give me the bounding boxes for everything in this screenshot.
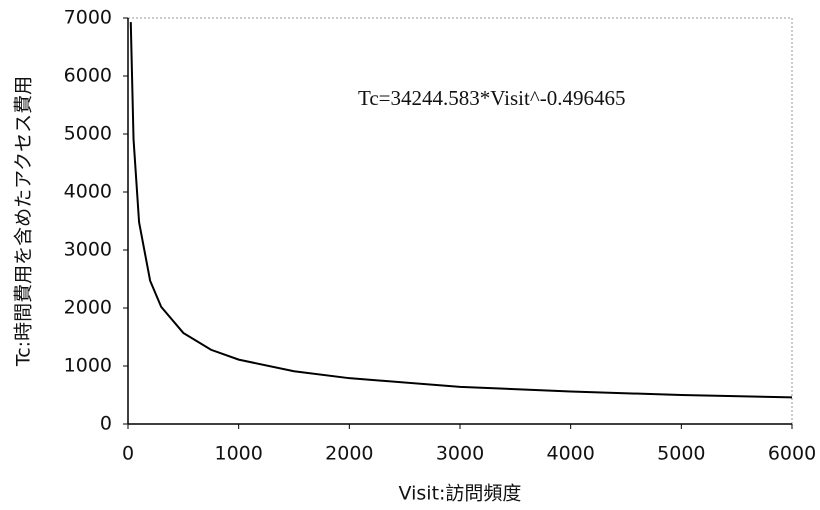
x-tick-label: 2000 [325, 443, 373, 465]
y-tick-label: 2000 [64, 297, 112, 319]
x-tick-label: 6000 [768, 443, 816, 465]
x-tick-label: 3000 [436, 443, 484, 465]
y-tick-label: 5000 [64, 123, 112, 145]
x-tick-label: 5000 [657, 443, 705, 465]
y-axis-label: Tc:時間費用を含めたアクセス費用 [13, 76, 35, 367]
annotation: Tc=34244.583*Visit^-0.496465 [358, 86, 625, 110]
x-axis-label: Visit:訪問頻度 [399, 483, 522, 505]
y-tick-label: 7000 [64, 7, 112, 29]
line [129, 22, 793, 399]
y-tick-label: 3000 [64, 239, 112, 261]
x-tick-label: 4000 [546, 443, 594, 465]
x-tick-label: 1000 [214, 443, 262, 465]
y-tick-label: 0 [100, 413, 112, 435]
x-tick-label: 0 [122, 443, 134, 465]
y-tick-label: 4000 [64, 181, 112, 203]
y-tick-label: 6000 [64, 65, 112, 87]
y-tick-label: 1000 [64, 355, 112, 377]
